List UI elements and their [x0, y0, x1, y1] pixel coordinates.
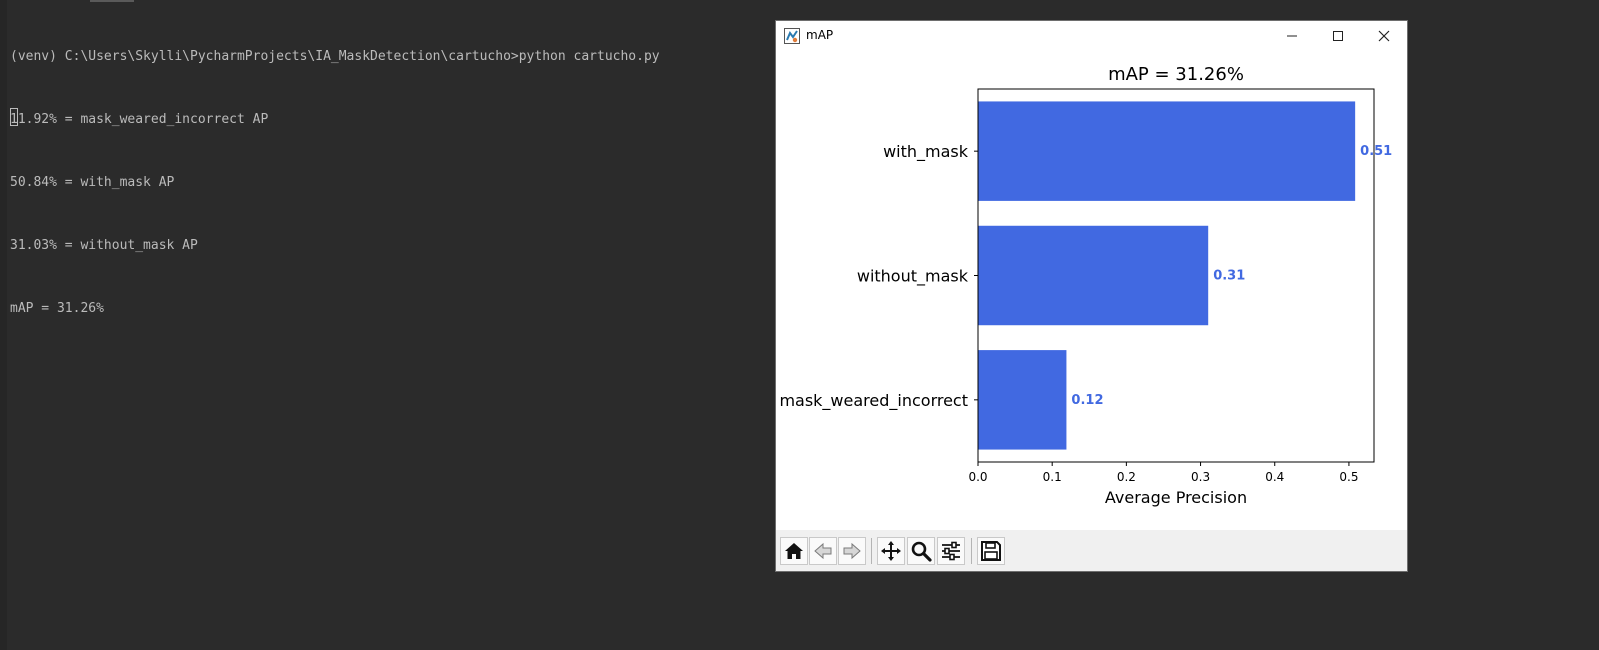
home-button[interactable]	[780, 537, 808, 565]
back-button[interactable]	[809, 537, 837, 565]
window-title: mAP	[806, 28, 834, 42]
terminal-output: (venv) C:\Users\Skylli\PycharmProjects\I…	[10, 4, 660, 361]
chart-figure: mAP = 31.26% 0.51 with_mask 0.31 without_mas…	[776, 51, 1407, 551]
plot-toolbar	[776, 530, 1407, 571]
x-tick-label: 0.4	[1265, 470, 1284, 484]
matplotlib-app-icon	[784, 28, 800, 44]
window-titlebar[interactable]: mAP	[776, 21, 1407, 51]
bar	[978, 101, 1356, 201]
toolbar-separator	[971, 538, 972, 564]
close-icon	[1378, 30, 1390, 42]
y-tick-label: mask_weared_incorrect	[779, 391, 968, 411]
terminal-output-line: mAP = 31.26%	[10, 301, 104, 316]
bar-value-label: 0.31	[1213, 269, 1245, 284]
axes-frame	[977, 88, 1375, 463]
terminal-output-line: 50.84% = with_mask AP	[10, 175, 175, 190]
bar-value-label: 0.12	[1071, 393, 1103, 408]
forward-icon	[843, 542, 861, 560]
y-tick-label: with_mask	[883, 142, 969, 162]
chart-title: mAP = 31.26%	[1108, 64, 1244, 85]
zoom-icon	[911, 541, 932, 562]
zoom-button[interactable]	[907, 537, 935, 565]
x-tick-label: 0.3	[1191, 470, 1210, 484]
back-icon	[814, 542, 832, 560]
bar-value-label: 0.51	[1360, 144, 1392, 159]
terminal-output-line: 31.03% = without_mask AP	[10, 238, 198, 253]
terminal-gutter	[0, 0, 7, 650]
minimize-icon	[1287, 35, 1297, 37]
terminal-output-line: 11.92% = mask_weared_incorrect AP	[10, 112, 269, 127]
toolbar-separator	[871, 538, 872, 564]
bar	[978, 225, 1209, 326]
x-tick-label: 0.1	[1043, 470, 1062, 484]
bar	[978, 350, 1067, 450]
maximize-icon	[1333, 31, 1343, 41]
pan-icon	[881, 541, 901, 561]
configure-subplots-icon	[942, 541, 960, 561]
terminal-tab-indicator	[90, 0, 134, 2]
terminal-cursor[interactable]	[10, 108, 18, 126]
x-tick-label: 0.2	[1117, 470, 1136, 484]
configure-subplots-button[interactable]	[937, 537, 965, 565]
x-axis-label: Average Precision	[1105, 488, 1247, 507]
home-icon	[785, 543, 803, 559]
x-tick-label: 0.0	[968, 470, 987, 484]
plot-window[interactable]: mAP mAP = 31.26% 0.51 with_mask 0.31 without…	[775, 20, 1408, 572]
minimize-button[interactable]	[1269, 21, 1315, 51]
pan-button[interactable]	[877, 537, 905, 565]
y-tick-label: without_mask	[857, 267, 969, 287]
x-tick-label: 0.5	[1339, 470, 1358, 484]
save-icon	[981, 541, 1001, 561]
maximize-button[interactable]	[1315, 21, 1361, 51]
terminal-command-line: (venv) C:\Users\Skylli\PycharmProjects\I…	[10, 49, 660, 64]
forward-button[interactable]	[838, 537, 866, 565]
close-button[interactable]	[1361, 21, 1407, 51]
save-button[interactable]	[977, 537, 1005, 565]
bar-chart: mAP = 31.26% 0.51 with_mask 0.31 without_mas…	[779, 64, 1392, 507]
